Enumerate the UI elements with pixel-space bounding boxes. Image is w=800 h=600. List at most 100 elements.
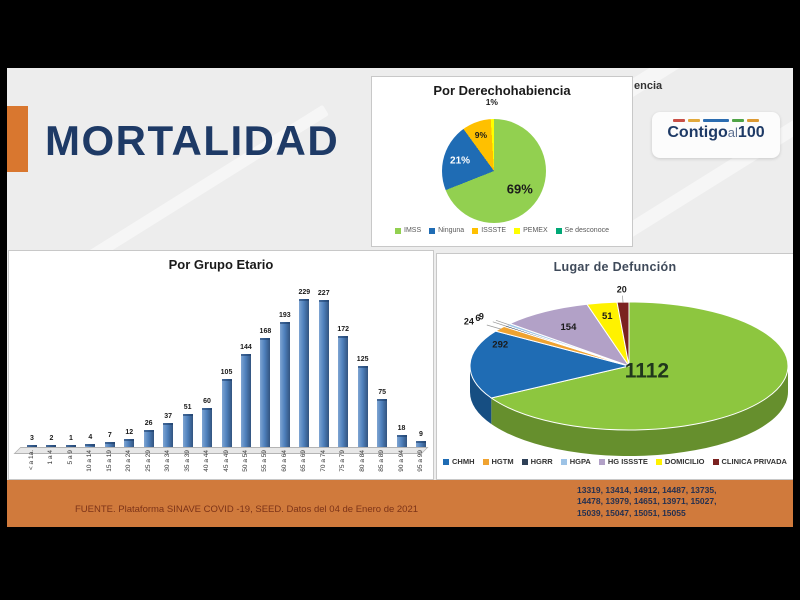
bar — [27, 445, 37, 447]
contigo-al-100-logo: Contigoal100 — [652, 112, 780, 158]
derecho-pie — [442, 119, 546, 223]
bar-value-label: 75 — [378, 389, 386, 396]
bar-x-label: 1 a 4 — [47, 450, 55, 465]
bar-value-label: 125 — [356, 356, 369, 363]
legend-item: HGPA — [560, 457, 591, 466]
bar-value-label: 51 — [183, 404, 192, 411]
legend-swatch — [472, 227, 479, 234]
pie-value-label: 69% — [506, 181, 533, 197]
bar-chart-floor — [13, 447, 429, 454]
pie-slice — [469, 330, 630, 399]
legend-swatch — [712, 458, 719, 465]
derechohabiencia-chart-card: Por Derechohabiencia 69% 21% 9% 1% IMSS Ning… — [371, 76, 633, 247]
bar-x-label: 5 a 9 — [66, 450, 74, 465]
legend-label: ISSSTE — [481, 227, 507, 234]
bar-value-label: 18 — [397, 425, 406, 432]
page-title: MORTALIDAD — [45, 117, 340, 164]
bar-value-label: 144 — [240, 344, 252, 351]
bar-value-label: 229 — [298, 289, 311, 296]
legend-swatch — [482, 458, 489, 465]
bar — [338, 336, 349, 447]
bar — [104, 442, 115, 447]
bar — [182, 414, 193, 447]
bar-x-label: 70 a 74 — [319, 450, 327, 472]
bar-value-label: 105 — [220, 369, 233, 376]
title-accent-bar — [7, 106, 28, 172]
bar-x-label: 85 a 89 — [378, 450, 386, 472]
pie-slice — [508, 303, 631, 367]
legend-item: HGRR — [521, 457, 553, 466]
legend-swatch — [555, 227, 562, 234]
legend-swatch — [521, 458, 528, 465]
bar-value-label: 168 — [259, 328, 272, 335]
bar-x-label: 40 a 44 — [203, 450, 211, 472]
legend-item: DOMICILIO — [655, 457, 705, 466]
pie-slice-value: 154 — [561, 322, 578, 333]
legend-item: ISSSTE — [472, 227, 506, 234]
bar-x-label: 50 a 54 — [241, 450, 249, 472]
bar-value-label: 1 — [68, 435, 73, 442]
legend-item: CLINICA PRIVADA — [712, 457, 787, 466]
legend-label: Se desconoce — [564, 227, 609, 234]
legend-swatch — [598, 458, 605, 465]
bar — [357, 366, 368, 447]
bar — [416, 441, 426, 447]
bar-value-label: 7 — [107, 432, 112, 439]
pie-slice-value: 51 — [602, 311, 613, 322]
footer-numbers-line: 14478, 13979, 14651, 13971, 15027, — [577, 496, 717, 507]
legend-label: HGRR — [530, 457, 553, 466]
bar — [260, 338, 271, 447]
bar-value-label: 193 — [279, 312, 291, 319]
legend-swatch — [443, 458, 449, 465]
legend-label: PEMEX — [523, 227, 548, 234]
pie-leader-line — [492, 321, 507, 327]
logo-text-main: Contigo — [667, 124, 728, 141]
legend-swatch — [655, 458, 662, 465]
footer-source-text: FUENTE. Plataforma SINAVE COVID -19, SEE… — [75, 504, 419, 515]
pie-leader-line — [495, 319, 510, 326]
footer-band: FUENTE. Plataforma SINAVE COVID -19, SEE… — [7, 480, 793, 527]
legend-swatch — [560, 458, 567, 465]
logo-dash — [703, 119, 729, 122]
bar — [318, 300, 329, 447]
legend-label: IMSS — [404, 227, 422, 234]
bar-x-label: 20 a 24 — [125, 450, 133, 472]
bar-value-label: 60 — [203, 398, 211, 405]
bar — [65, 445, 76, 447]
logo-dash — [673, 119, 685, 122]
bar-value-label: 2 — [49, 435, 54, 442]
pie-slice-value: 9 — [479, 311, 484, 321]
lugar-defuncion-chart-title: Lugar de Defunción — [553, 260, 677, 274]
derecho-pie-area: 69% 21% 9% 1% — [372, 77, 632, 246]
grupo-etario-chart-card: Por Grupo Etario 3 < a 1a. 2 1 a 4 1 5 a 9 4 10… — [8, 250, 434, 480]
bar — [396, 435, 407, 447]
legend-item: Ninguna — [429, 227, 464, 234]
logo-text-mid: al — [727, 125, 738, 140]
pie-value-label: 1% — [485, 97, 498, 108]
bar-x-label: 65 a 69 — [300, 450, 308, 472]
bar-x-label: 45 a 49 — [222, 450, 230, 472]
derecho-legend: IMSS Ninguna ISSSTE PEMEX Se desconoce — [372, 227, 632, 234]
bar-value-label: 172 — [337, 326, 350, 333]
bar-x-label: 35 a 39 — [183, 450, 191, 472]
bar-x-label: 10 a 14 — [86, 450, 94, 472]
bar — [124, 439, 135, 447]
legend-label: HGPA — [569, 457, 591, 466]
bar-value-label: 26 — [144, 420, 153, 427]
footer-numbers-line: 15039, 15047, 15051, 15055 — [577, 507, 686, 518]
bar-value-label: 37 — [164, 413, 173, 420]
lugar-pie-svg: 1112 292 24 69 154 51 20 — [464, 284, 789, 456]
logo-text: Contigoal100 — [652, 125, 780, 141]
pie-slice-value: 1112 — [625, 360, 669, 383]
bar-x-label: 95 a 99 — [417, 450, 424, 472]
legend-label: CHMH — [452, 457, 475, 466]
legend-swatch — [429, 227, 436, 234]
pie-side-wall — [470, 366, 492, 424]
logo-dash — [688, 119, 700, 122]
bar-value-label: 227 — [317, 290, 330, 297]
derechohabiencia-chart-title: Por Derechohabiencia — [433, 83, 571, 98]
bar-x-label: 60 a 64 — [280, 450, 288, 472]
bar — [163, 423, 174, 447]
bar-x-label: 75 a 79 — [339, 450, 347, 472]
